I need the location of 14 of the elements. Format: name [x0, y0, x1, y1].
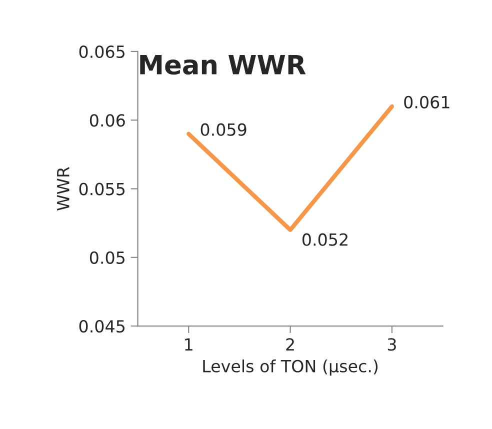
x-tick-label: 1: [185, 338, 192, 351]
x-tick-label: 2: [286, 338, 294, 351]
x-tick-label: 3: [388, 338, 396, 351]
data-label: 0.052: [302, 233, 348, 246]
x-axis-title: Levels of TON (µsec.): [203, 360, 378, 376]
chart-title: Mean WWR: [140, 55, 306, 75]
data-label: 0.059: [200, 123, 246, 136]
data-label: 0.061: [404, 96, 450, 108]
y-tick-label: 0.045: [79, 320, 124, 333]
y-tick-label: 0.06: [90, 114, 125, 127]
y-tick-label: 0.05: [90, 251, 124, 264]
y-axis-title: WWR: [57, 166, 70, 210]
y-tick-label: 0.065: [79, 45, 124, 58]
y-tick-label: 0.055: [79, 182, 124, 196]
